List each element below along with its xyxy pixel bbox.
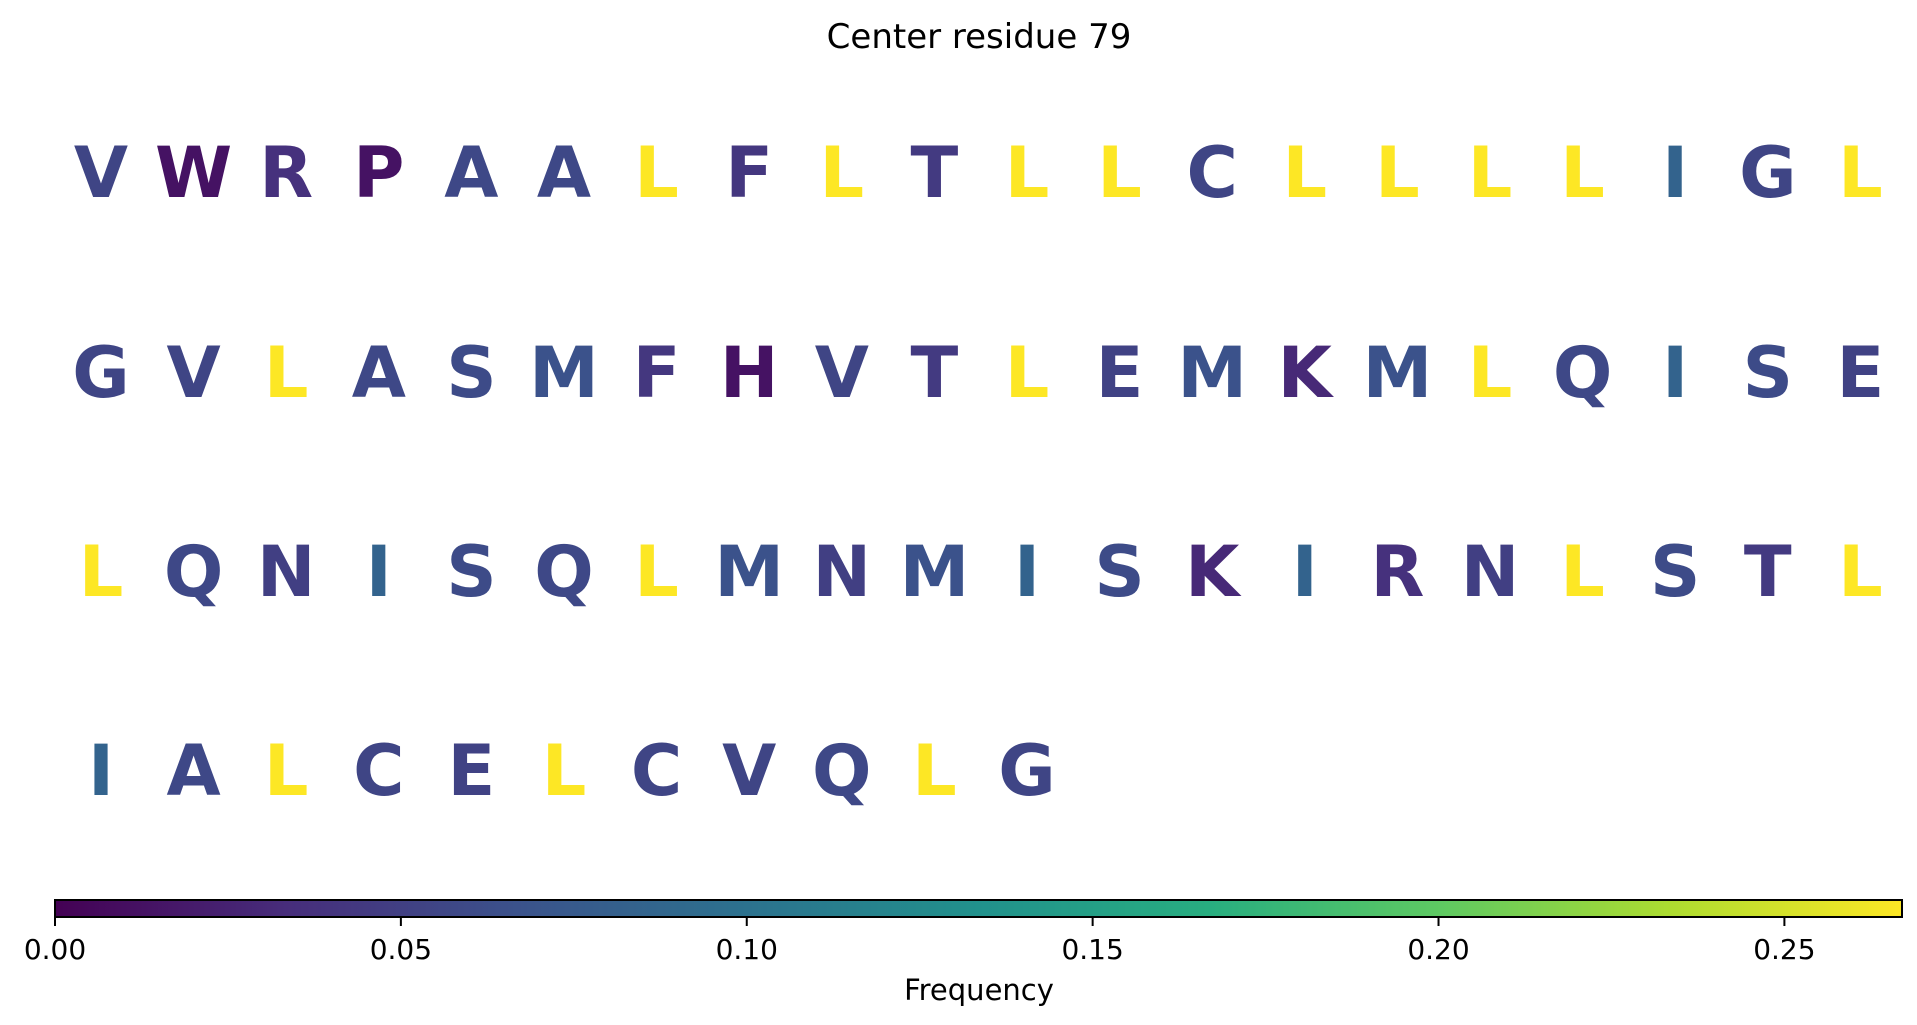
residue-letter: L [1560,132,1605,214]
residue-letter: L [1468,132,1513,214]
residue-letter: H [720,332,779,414]
residue-letter: E [1096,332,1144,414]
residue-letter: N [813,531,872,613]
residue-letter: S [1650,531,1700,613]
residue-letter: S [1743,332,1793,414]
residue-letter: R [1370,531,1424,613]
residue-letter: P [353,132,404,214]
letters-grid: V W R P A A L F L T L L C L L L L I G LG V L A S M F H V T L E M K M L Q I S E… [72,132,1884,812]
residue-letter: M [1363,332,1433,414]
residue-letter: A [537,132,591,214]
residue-letter: K [1185,531,1242,613]
residue-letter: E [447,730,495,812]
residue-letter: V [167,332,221,414]
residue-letter: L [1375,132,1420,214]
residue-letter: L [634,531,679,613]
residue-letter: E [1836,332,1884,414]
residue-letter: L [79,531,124,613]
residue-letter: L [1838,531,1883,613]
residue-letter: I [1662,132,1688,214]
residue-letter: T [911,332,959,414]
residue-letter: L [1097,132,1142,214]
residue-letter: L [1005,332,1050,414]
residue-letter: L [1560,531,1605,613]
residue-letter: L [912,730,957,812]
residue-letter: L [1838,132,1883,214]
residue-letter: L [634,132,679,214]
residue-letter: S [1094,531,1144,613]
residue-letter: L [1468,332,1513,414]
residue-letter: M [714,531,784,613]
residue-letter: L [542,730,587,812]
residue-letter: S [446,332,496,414]
colorbar-tick-label: 0.00 [24,933,86,966]
colorbar-tick-label: 0.25 [1753,933,1815,966]
residue-letter: R [259,132,313,214]
colorbar-tick-label: 0.15 [1061,933,1123,966]
colorbar-tick-label: 0.10 [716,933,778,966]
residue-letter: I [1292,531,1318,613]
residue-letter: I [366,531,392,613]
residue-letter: I [1014,531,1040,613]
residue-letter: G [998,730,1055,812]
residue-letter: L [1005,132,1050,214]
residue-letter: V [722,730,776,812]
residue-letter: L [264,332,309,414]
residue-letter: L [264,730,309,812]
residue-letter: V [815,332,869,414]
residue-letter: S [446,531,496,613]
residue-letter: F [725,132,773,214]
residue-letter: Q [1553,332,1613,414]
residue-letter: N [1461,531,1520,613]
residue-letter: L [819,132,864,214]
colorbar [54,899,1903,918]
residue-letter: Q [534,531,594,613]
residue-letter: W [155,132,232,214]
colorbar-tick-label: 0.05 [370,933,432,966]
residue-letter: C [353,730,404,812]
residue-letter: M [900,531,970,613]
residue-letter: I [88,730,114,812]
residue-letter: Q [164,531,224,613]
residue-letter: N [257,531,316,613]
residue-letter: M [529,332,599,414]
residue-letter: A [167,730,221,812]
residue-letter: L [1282,132,1327,214]
residue-letter: A [352,332,406,414]
residue-letter: K [1278,332,1335,414]
residue-letter: Q [812,730,872,812]
residue-letter: I [1662,332,1688,414]
colorbar-tick-label: 0.20 [1407,933,1469,966]
residue-letter: C [631,730,682,812]
residue-letter: F [633,332,681,414]
residue-letter: A [444,132,498,214]
residue-letter: T [1744,531,1792,613]
chart-title: Center residue 79 [827,17,1132,57]
residue-letter: M [1177,332,1247,414]
colorbar-ticks: 0.00 0.05 0.10 0.15 0.20 0.25 [24,917,1816,966]
residue-letter: C [1187,132,1238,214]
residue-letter: G [72,332,129,414]
residue-letter: V [74,132,128,214]
residue-letter: G [1739,132,1796,214]
residue-letter: T [911,132,959,214]
colorbar-label: Frequency [904,973,1054,1007]
